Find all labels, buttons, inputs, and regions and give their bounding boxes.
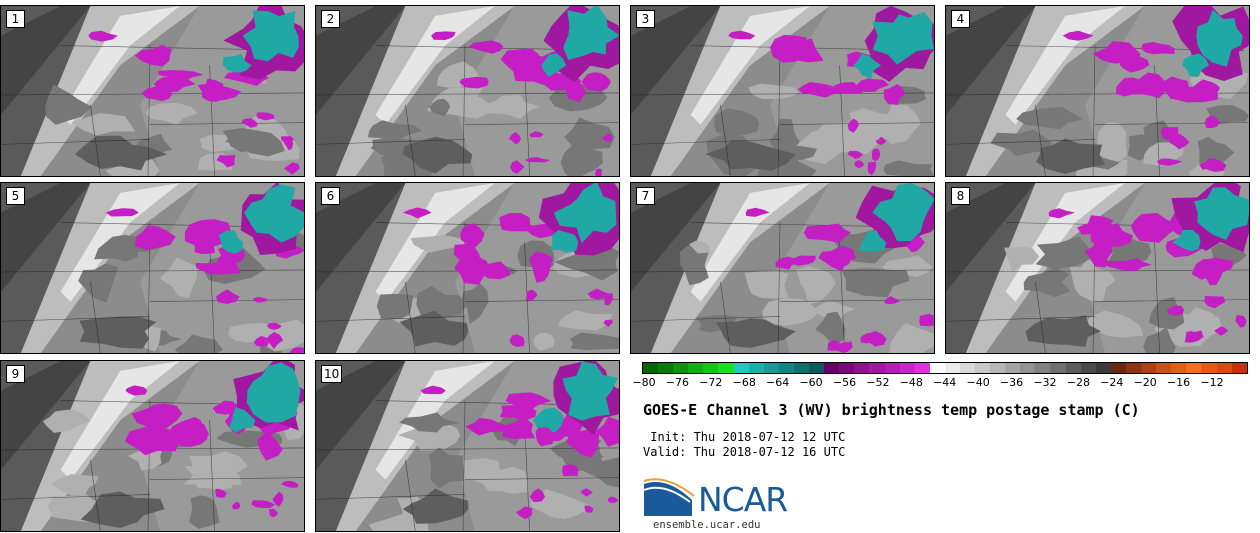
- colorbar-tick-label: −40: [966, 376, 990, 389]
- stamp-panel-4: 4: [945, 5, 1250, 177]
- stamp-image: [316, 183, 619, 353]
- colorbar-tick-label: −28: [1066, 376, 1090, 389]
- colorbar-segment: [703, 363, 719, 373]
- colorbar-tick-label: −12: [1200, 376, 1224, 389]
- panel-number: 1: [6, 10, 25, 28]
- colorbar-segment: [959, 363, 976, 373]
- colorbar-segment: [658, 363, 674, 373]
- colorbar-segment: [1005, 363, 1021, 373]
- stamp-panel-9: 9: [0, 360, 305, 532]
- stamp-image: [316, 361, 619, 531]
- colorbar-tick-label: −56: [832, 376, 857, 389]
- stamp-image: [1, 183, 304, 353]
- colorbar-segment: [778, 363, 794, 373]
- panel-number: 6: [321, 187, 340, 205]
- colorbar-segment: [718, 363, 734, 373]
- colorbar-segment: [1216, 363, 1232, 373]
- ncar-logo-icon: [643, 478, 695, 516]
- colorbar-segment: [824, 363, 840, 373]
- colorbar-tick-label: −48: [899, 376, 923, 389]
- colorbar-tick-label: −76: [665, 376, 690, 389]
- stamp-image: [631, 183, 934, 353]
- colorbar-segment: [733, 363, 749, 373]
- colorbar-segment: [673, 363, 689, 373]
- colorbar-tick-label: −80: [632, 376, 656, 389]
- colorbar-segment: [839, 363, 855, 373]
- logo-text: NCAR: [698, 480, 788, 519]
- panel-number: 7: [636, 187, 655, 205]
- colorbar-segment: [1156, 363, 1172, 373]
- colorbar-segment: [1110, 363, 1126, 373]
- colorbar-segment: [793, 363, 810, 373]
- colorbar-segment: [1065, 363, 1081, 373]
- colorbar-tick-label: −60: [799, 376, 823, 389]
- colorbar-segment: [763, 363, 779, 373]
- colorbar-tick-label: −44: [933, 376, 957, 389]
- panel-number: 4: [951, 10, 970, 28]
- panel-number: 10: [321, 365, 343, 383]
- colorbar-segment: [990, 363, 1006, 373]
- colorbar-segment: [884, 363, 900, 373]
- colorbar-tick-label: −52: [866, 376, 890, 389]
- stamp-panel-3: 3: [630, 5, 935, 177]
- stamp-panel-1: 1: [0, 5, 305, 177]
- colorbar-tick-label: −32: [1033, 376, 1057, 389]
- colorbar-segment: [809, 363, 825, 373]
- colorbar-segment: [1171, 363, 1187, 373]
- colorbar-segment: [1035, 363, 1051, 373]
- colorbar-segment: [748, 363, 764, 373]
- panel-number: 2: [321, 10, 340, 28]
- colorbar-segment: [1201, 363, 1217, 373]
- stamp-image: [316, 6, 619, 176]
- colorbar-segment: [1231, 363, 1247, 373]
- colorbar-segment: [1050, 363, 1066, 373]
- colorbar: [642, 362, 1248, 374]
- init-time: Init: Thu 2018-07-12 12 UTC: [643, 430, 846, 444]
- colorbar-ticks: −80 −76 −72 −68 −64 −60 −56 −52 −48 −44 −40 −36 −32−…: [632, 376, 1248, 394]
- colorbar-segment: [1020, 363, 1036, 373]
- stamp-panel-10: 10: [315, 360, 620, 532]
- colorbar-segment: [854, 363, 870, 373]
- colorbar-tick-label: −68: [732, 376, 756, 389]
- colorbar-segment: [975, 363, 991, 373]
- colorbar-tick-label: −72: [699, 376, 723, 389]
- stamp-panel-5: 5: [0, 182, 305, 354]
- colorbar-segment: [914, 363, 930, 373]
- stamp-image: [946, 183, 1249, 353]
- stamp-image: [946, 6, 1249, 176]
- stamp-image: [631, 6, 934, 176]
- stamp-panel-2: 2: [315, 5, 620, 177]
- colorbar-segment: [899, 363, 915, 373]
- colorbar-segment: [643, 363, 659, 373]
- colorbar-segment: [1126, 363, 1142, 373]
- colorbar-segment: [929, 363, 945, 373]
- valid-time: Valid: Thu 2018-07-12 16 UTC: [643, 445, 846, 459]
- logo-url: ensemble.ucar.edu: [653, 519, 761, 531]
- panel-number: 8: [951, 187, 970, 205]
- stamp-panel-7: 7: [630, 182, 935, 354]
- colorbar-segment: [944, 363, 960, 373]
- colorbar-tick-label: −20: [1133, 376, 1157, 389]
- panel-number: 5: [6, 187, 25, 205]
- colorbar-segment: [1080, 363, 1096, 373]
- colorbar-tick-label: −64: [766, 376, 790, 389]
- stamp-panel-8: 8: [945, 182, 1250, 354]
- colorbar-segment: [688, 363, 704, 373]
- stamp-image: [1, 361, 304, 531]
- figure-title: GOES-E Channel 3 (WV) brightness temp po…: [643, 401, 1140, 419]
- colorbar-segment: [869, 363, 885, 373]
- stamp-panel-6: 6: [315, 182, 620, 354]
- colorbar-segment: [1095, 363, 1111, 373]
- colorbar-segment: [1186, 363, 1202, 373]
- colorbar-tick-label: −24: [1100, 376, 1124, 389]
- panel-number: 9: [6, 365, 25, 383]
- panel-number: 3: [636, 10, 655, 28]
- colorbar-segment: [1141, 363, 1157, 373]
- colorbar-tick-label: −36: [999, 376, 1024, 389]
- colorbar-tick-label: −16: [1166, 376, 1191, 389]
- stamp-image: [1, 6, 304, 176]
